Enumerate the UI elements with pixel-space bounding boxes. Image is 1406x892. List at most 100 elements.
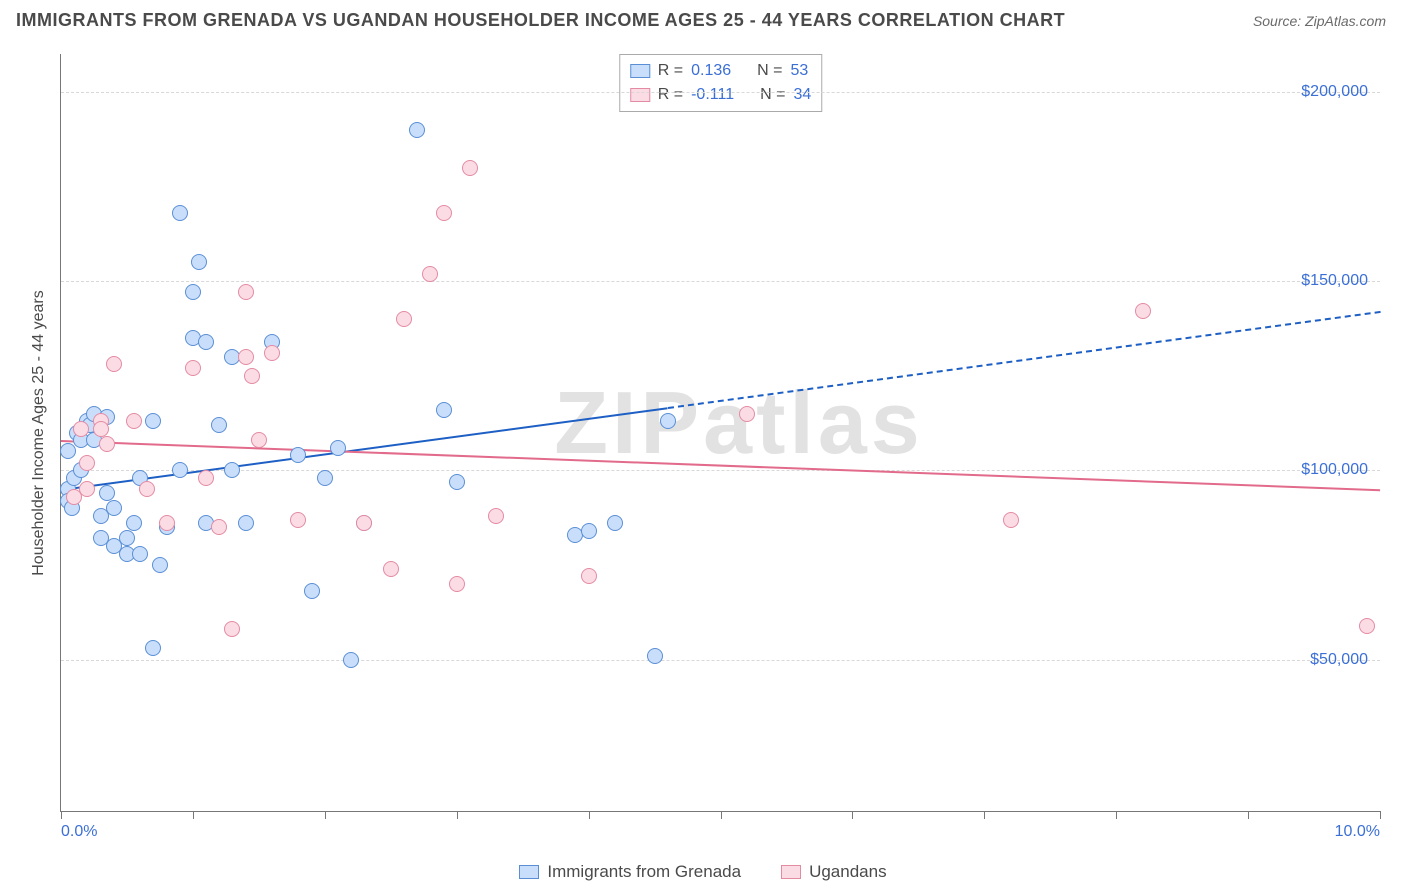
x-tick <box>325 811 326 819</box>
data-point <box>73 421 89 437</box>
legend-swatch <box>630 64 650 78</box>
data-point <box>172 462 188 478</box>
data-point <box>290 512 306 528</box>
data-point <box>79 455 95 471</box>
data-point <box>244 368 260 384</box>
data-point <box>185 360 201 376</box>
n-value: 34 <box>793 83 811 107</box>
y-tick-label: $200,000 <box>1301 83 1368 101</box>
data-point <box>191 254 207 270</box>
source-label: Source: ZipAtlas.com <box>1253 13 1386 29</box>
data-point <box>93 421 109 437</box>
x-tick <box>457 811 458 819</box>
data-point <box>290 447 306 463</box>
plot-area: ZIPatlas Householder Income Ages 25 - 44… <box>60 54 1380 812</box>
data-point <box>139 481 155 497</box>
data-point <box>211 519 227 535</box>
data-point <box>462 160 478 176</box>
r-label: R = <box>658 59 683 83</box>
regression-line <box>668 311 1381 409</box>
watermark: ZIPatlas <box>554 371 923 473</box>
data-point <box>211 417 227 433</box>
n-value: 53 <box>790 59 808 83</box>
data-point <box>449 474 465 490</box>
data-point <box>159 515 175 531</box>
x-tick <box>193 811 194 819</box>
x-axis-min-label: 0.0% <box>61 823 97 841</box>
r-label: R = <box>658 83 683 107</box>
data-point <box>198 470 214 486</box>
data-point <box>106 356 122 372</box>
data-point <box>152 557 168 573</box>
y-tick-label: $100,000 <box>1301 461 1368 479</box>
data-point <box>99 485 115 501</box>
data-point <box>607 515 623 531</box>
data-point <box>126 413 142 429</box>
legend-swatch <box>519 865 539 879</box>
data-point <box>343 652 359 668</box>
x-tick <box>852 811 853 819</box>
data-point <box>238 349 254 365</box>
n-label: N = <box>757 59 782 83</box>
data-point <box>145 640 161 656</box>
data-point <box>396 311 412 327</box>
x-tick <box>589 811 590 819</box>
data-point <box>198 334 214 350</box>
data-point <box>79 481 95 497</box>
data-point <box>251 432 267 448</box>
data-point <box>317 470 333 486</box>
stats-row: R = -0.111 N = 34 <box>630 83 811 107</box>
data-point <box>119 530 135 546</box>
data-point <box>1359 618 1375 634</box>
r-value: -0.111 <box>691 83 734 107</box>
data-point <box>106 500 122 516</box>
data-point <box>581 568 597 584</box>
x-tick <box>1380 811 1381 819</box>
data-point <box>660 413 676 429</box>
y-axis-title: Householder Income Ages 25 - 44 years <box>30 290 48 576</box>
data-point <box>739 406 755 422</box>
data-point <box>1003 512 1019 528</box>
data-point <box>1135 303 1151 319</box>
y-tick-label: $50,000 <box>1310 651 1368 669</box>
legend-swatch <box>781 865 801 879</box>
gridline <box>61 92 1380 93</box>
data-point <box>488 508 504 524</box>
x-tick <box>984 811 985 819</box>
data-point <box>238 515 254 531</box>
legend-swatch <box>630 88 650 102</box>
data-point <box>264 345 280 361</box>
data-point <box>449 576 465 592</box>
data-point <box>409 122 425 138</box>
data-point <box>304 583 320 599</box>
x-tick <box>721 811 722 819</box>
data-point <box>383 561 399 577</box>
series-legend: Immigrants from Grenada Ugandans <box>0 862 1406 882</box>
legend-label: Ugandans <box>809 862 887 882</box>
legend-item: Ugandans <box>781 862 887 882</box>
n-label: N = <box>760 83 785 107</box>
data-point <box>224 462 240 478</box>
gridline <box>61 660 1380 661</box>
data-point <box>422 266 438 282</box>
y-tick-label: $150,000 <box>1301 272 1368 290</box>
data-point <box>238 284 254 300</box>
data-point <box>99 436 115 452</box>
gridline <box>61 281 1380 282</box>
data-point <box>330 440 346 456</box>
legend-item: Immigrants from Grenada <box>519 862 741 882</box>
gridline <box>61 470 1380 471</box>
chart-container: ZIPatlas Householder Income Ages 25 - 44… <box>16 42 1390 842</box>
data-point <box>581 523 597 539</box>
chart-title: IMMIGRANTS FROM GRENADA VS UGANDAN HOUSE… <box>16 10 1065 31</box>
x-tick <box>61 811 62 819</box>
x-tick <box>1116 811 1117 819</box>
data-point <box>224 621 240 637</box>
legend-label: Immigrants from Grenada <box>547 862 741 882</box>
x-tick <box>1248 811 1249 819</box>
x-axis-max-label: 10.0% <box>1335 823 1380 841</box>
data-point <box>436 402 452 418</box>
r-value: 0.136 <box>691 59 731 83</box>
data-point <box>145 413 161 429</box>
data-point <box>356 515 372 531</box>
